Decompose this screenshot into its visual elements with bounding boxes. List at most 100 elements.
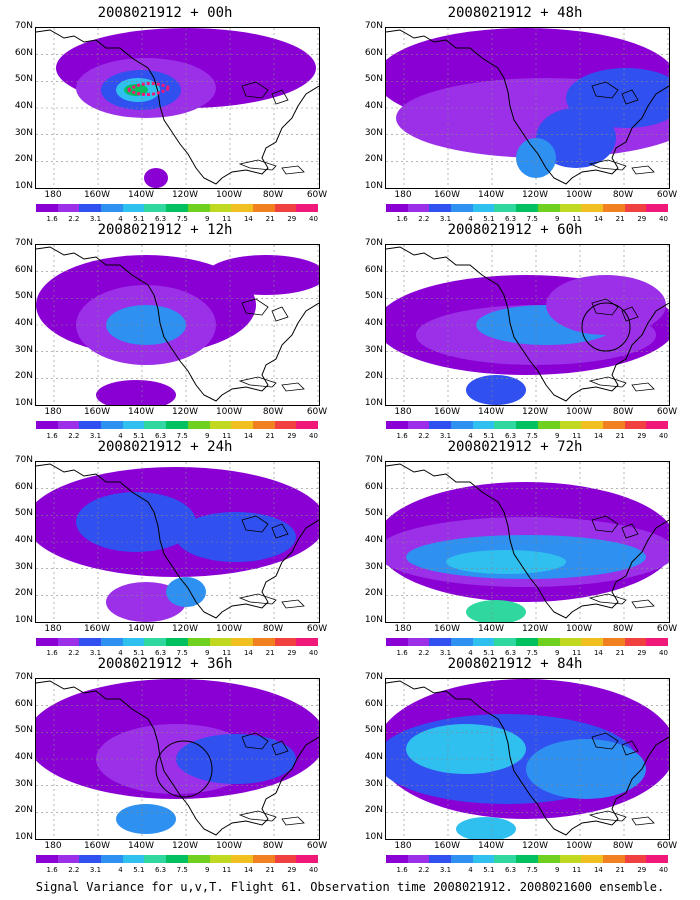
colorbar-label: 6.3 (154, 866, 167, 874)
colorbar-label: 9 (555, 432, 560, 440)
latitude-label: 70N (364, 455, 383, 465)
longitude-label: 60W (656, 624, 678, 634)
colorbar-label: 21 (265, 432, 275, 440)
longitude-label: 180 (394, 624, 412, 634)
latitude-label: 50N (364, 74, 383, 85)
colorbar-swatch (101, 421, 123, 429)
longitude-label: 60W (306, 407, 328, 417)
colorbar-labels: 1.6 2.2 3.1 4 5.1 6.3 7.5 9 11 14 21 29 40 (36, 649, 318, 657)
colorbar-label: 5.1 (483, 649, 495, 657)
colorbar-swatch (602, 204, 625, 212)
colorbar-swatch (122, 638, 145, 646)
colorbar-label: 11 (572, 866, 582, 874)
colorbar-swatch (36, 855, 58, 863)
colorbar-label: 29 (287, 649, 297, 657)
latitude-label: 10N (14, 181, 33, 191)
colorbar-swatch (209, 204, 232, 212)
latitude-label: 40N (14, 535, 33, 545)
colorbar-label: 4 (468, 866, 473, 874)
map-svg (386, 462, 669, 622)
colorbar-swatch (516, 855, 538, 863)
colorbar-swatch (581, 204, 603, 212)
colorbar-label: 6.3 (154, 432, 167, 440)
colorbar-swatch (101, 855, 123, 863)
map-svg (386, 28, 669, 188)
longitude-label: 60W (306, 624, 328, 634)
latitude-label: 40N (364, 535, 383, 545)
colorbar-swatch (516, 421, 538, 429)
longitude-label: 140W (477, 190, 505, 200)
colorbar-label: 29 (287, 432, 297, 440)
colorbar-swatch (57, 855, 80, 863)
map-plot (385, 678, 670, 840)
colorbar-labels: 1.6 2.2 3.1 4 5.1 6.3 7.5 9 11 14 21 29 40 (36, 432, 318, 440)
colorbar-swatch (494, 855, 517, 863)
colorbar-swatch (296, 638, 318, 646)
colorbar-label: 40 (309, 432, 318, 440)
colorbar-swatch (231, 855, 253, 863)
colorbar-label: 5.1 (133, 432, 145, 440)
latitude-label: 50N (14, 725, 33, 736)
colorbar-label: 11 (572, 432, 582, 440)
colorbar-label: 2.2 (418, 866, 430, 874)
colorbar-label: 11 (572, 215, 582, 223)
colorbar-label: 4 (468, 649, 473, 657)
colorbar-label: 2.2 (68, 432, 80, 440)
panel-title: 2008021912 + 72h (447, 439, 583, 455)
map-svg (386, 679, 669, 839)
colorbar-swatch (407, 421, 430, 429)
colorbar-labels: 1.6 2.2 3.1 4 5.1 6.3 7.5 9 11 14 21 29 40 (386, 432, 668, 440)
longitude-label: 120W (171, 190, 199, 200)
colorbar-swatch (646, 204, 668, 212)
longitude-label: 160W (433, 841, 461, 851)
colorbar-label: 3.1 (89, 432, 102, 440)
colorbar-label: 5.1 (483, 215, 495, 223)
longitude-label: 100W (565, 407, 593, 417)
longitude-label: 120W (171, 407, 199, 417)
latitude-label: 40N (14, 752, 33, 762)
map-panel: 2008021912 + 24h 70N 60N 50N 40N 30N 20N 10N 180… (0, 439, 330, 657)
longitude-label: 100W (215, 190, 243, 200)
longitude-label: 160W (83, 841, 111, 851)
colorbar-label: 1.6 (46, 215, 58, 223)
longitude-label: 100W (565, 190, 593, 200)
longitude-label: 60W (656, 190, 678, 200)
colorbar (386, 855, 668, 863)
colorbar-label: 11 (222, 649, 232, 657)
colorbar-label: 4 (118, 432, 123, 440)
colorbar-label: 7.5 (176, 432, 188, 440)
colorbar-label: 6.3 (504, 649, 517, 657)
latitude-label: 70N (14, 238, 33, 248)
colorbar-swatch (274, 421, 297, 429)
colorbar-label: 6.3 (504, 215, 517, 223)
longitude-label: 180 (44, 624, 62, 634)
latitude-label: 60N (364, 47, 383, 58)
colorbar-swatch (209, 421, 232, 429)
colorbar-label: 2.2 (68, 649, 80, 657)
colorbar-swatch (386, 638, 408, 646)
colorbar-label: 3.1 (439, 649, 452, 657)
colorbar-label: 5.1 (133, 866, 145, 874)
colorbar-swatch (472, 204, 495, 212)
colorbar-swatch (187, 638, 210, 646)
colorbar-label: 11 (222, 215, 232, 223)
colorbar (386, 421, 668, 429)
colorbar-swatch (274, 204, 297, 212)
colorbar-label: 5.1 (133, 649, 145, 657)
colorbar-label: 29 (287, 866, 297, 874)
colorbar-swatch (231, 421, 253, 429)
colorbar-label: 9 (555, 866, 560, 874)
colorbar-label: 7.5 (526, 649, 538, 657)
colorbar-label: 40 (309, 649, 318, 657)
colorbar-label: 29 (287, 215, 297, 223)
latitude-label: 30N (14, 127, 33, 138)
colorbar-label: 9 (205, 215, 210, 223)
colorbar-swatch (451, 421, 473, 429)
colorbar-swatch (559, 204, 582, 212)
colorbar (36, 638, 318, 646)
longitude-label: 160W (83, 624, 111, 634)
longitude-label: 80W (262, 624, 284, 634)
colorbar-swatch (602, 638, 625, 646)
latitude-label: 50N (14, 74, 33, 85)
latitude-label: 30N (364, 561, 383, 572)
